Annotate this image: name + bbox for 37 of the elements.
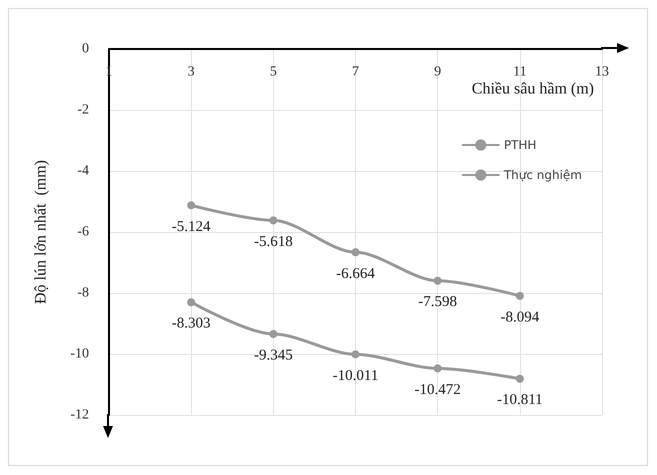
y-tick-label: -10 xyxy=(70,346,89,362)
x-tick-label: 3 xyxy=(188,64,195,80)
y-tick-label: -12 xyxy=(70,408,89,422)
point xyxy=(187,201,196,210)
point xyxy=(187,298,196,306)
point xyxy=(434,276,442,285)
data-label: -8.094 xyxy=(500,309,540,326)
point xyxy=(352,248,360,256)
data-label: -9.345 xyxy=(254,348,293,364)
y-tick-label: -2 xyxy=(77,102,89,118)
y-tick-label: 0 xyxy=(82,42,89,56)
point xyxy=(434,364,442,372)
x-tick-label: 5 xyxy=(270,64,277,80)
data-label: -7.598 xyxy=(418,294,458,310)
x-axis-title: Chiều sâu hầm (m) xyxy=(472,80,594,98)
y-tick-label: -8 xyxy=(77,286,89,300)
point xyxy=(516,374,524,383)
data-label: -5.124 xyxy=(172,218,212,235)
data-label: -8.303 xyxy=(172,316,211,332)
data-label: -6.664 xyxy=(336,266,376,282)
data-label: -5.618 xyxy=(254,234,293,250)
data-label: -10.472 xyxy=(414,382,461,398)
y-tick-label: -4 xyxy=(77,164,89,178)
data-label: -10.811 xyxy=(496,392,543,408)
legend-label: Thực nghiệm xyxy=(502,168,582,182)
legend-label: PTHH xyxy=(504,138,536,152)
x-tick-label: 13 xyxy=(595,64,609,80)
data-label: -10.011 xyxy=(332,368,378,384)
point xyxy=(269,330,278,338)
y-tick-label: -6 xyxy=(77,224,89,240)
x-tick-label: 9 xyxy=(434,64,442,80)
y-axis-title: Độ lún lớn nhất (mm) xyxy=(32,160,50,304)
point xyxy=(269,216,278,224)
point xyxy=(352,350,360,358)
x-tick-label: 11 xyxy=(513,64,527,80)
point xyxy=(516,292,524,300)
x-tick-label: 7 xyxy=(352,64,359,80)
